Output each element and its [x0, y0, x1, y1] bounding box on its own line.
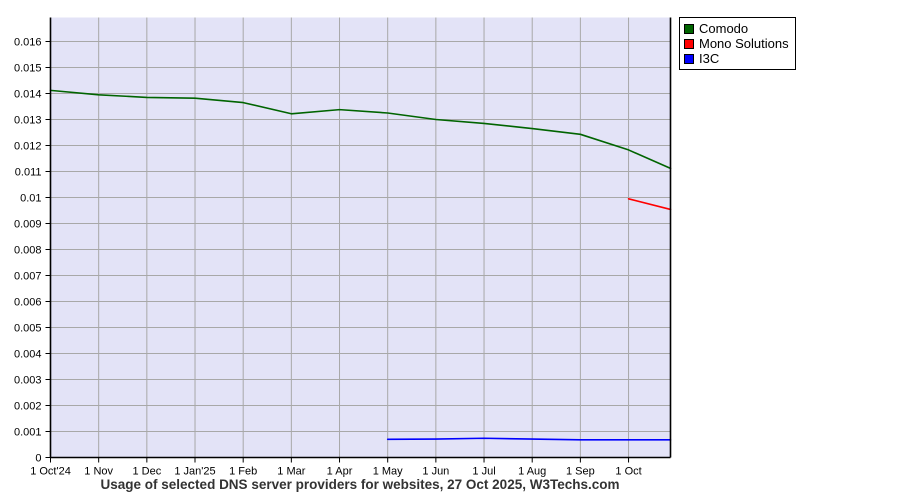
y-tick-label: 0.008 [14, 245, 42, 257]
legend-item-mono-solutions: Mono Solutions [684, 36, 789, 51]
x-tick-label: 1 May [373, 466, 403, 478]
plot-background-rect [50, 17, 671, 458]
y-tick-label: 0.003 [14, 375, 42, 387]
legend-item-i3c: I3C [684, 51, 789, 66]
legend-label-mono-solutions: Mono Solutions [699, 36, 789, 51]
x-tick-label: 1 Aug [518, 466, 546, 478]
y-tick-label: 0.012 [14, 141, 42, 153]
legend-swatch-comodo [684, 23, 694, 34]
y-tick-label: 0.005 [14, 323, 42, 335]
x-tick-label: 1 Jul [472, 466, 495, 478]
x-axis-ticks: 1 Oct'24 1 Nov 1 Dec 1 Jan'25 1 Feb 1 Mar 1 Ap… [30, 457, 642, 478]
y-tick-label: 0.007 [14, 271, 42, 283]
x-tick-label: 1 Apr [327, 466, 353, 478]
chart-legend: Comodo Mono Solutions I3C [679, 17, 796, 70]
y-tick-label: 0.015 [14, 63, 42, 75]
y-tick-label: 0.016 [14, 37, 42, 49]
y-tick-label: 0.01 [20, 193, 41, 205]
x-tick-label: 1 Mar [277, 466, 305, 478]
series-line-i3c [386, 437, 672, 441]
x-tick-label: 1 Dec [132, 466, 161, 478]
x-tick-label: 1 Jan'25 [174, 466, 215, 478]
legend-swatch-i3c [684, 53, 694, 64]
chart-caption: Usage of selected DNS server providers f… [100, 477, 620, 492]
legend-swatch-mono-solutions [684, 38, 694, 49]
axis-frame [49, 17, 672, 459]
series-line-mono-solutions [627, 198, 672, 211]
y-tick-label: 0.009 [14, 219, 42, 231]
legend-label-comodo: Comodo [699, 21, 749, 36]
y-tick-label: 0.014 [14, 89, 42, 101]
y-axis-ticks: 0 0.001 0.002 0.003 0.004 0.005 0.006 0.007 0.00… [14, 37, 51, 465]
plot-background [50, 17, 671, 458]
legend-label-i3c: I3C [699, 51, 720, 66]
data-series-lines [49, 89, 672, 441]
x-tick-label: 1 Oct'24 [30, 466, 71, 478]
x-tick-label: 1 Feb [229, 466, 257, 478]
y-tick-label: 0.006 [14, 297, 42, 309]
x-tick-label: 1 Sep [566, 466, 595, 478]
y-tick-label: 0.004 [14, 349, 42, 361]
x-tick-label: 1 Nov [84, 466, 113, 478]
grid-lines [50, 17, 671, 458]
x-tick-label: 1 Jun [422, 466, 449, 478]
y-tick-label: 0.013 [14, 115, 42, 127]
y-tick-label: 0 [35, 453, 41, 465]
x-tick-label: 1 Oct [615, 466, 641, 478]
series-line-comodo [49, 89, 672, 170]
y-tick-label: 0.011 [15, 167, 42, 179]
y-tick-label: 0.001 [14, 427, 42, 439]
y-tick-label: 0.002 [14, 401, 42, 413]
legend-item-comodo: Comodo [684, 21, 789, 36]
